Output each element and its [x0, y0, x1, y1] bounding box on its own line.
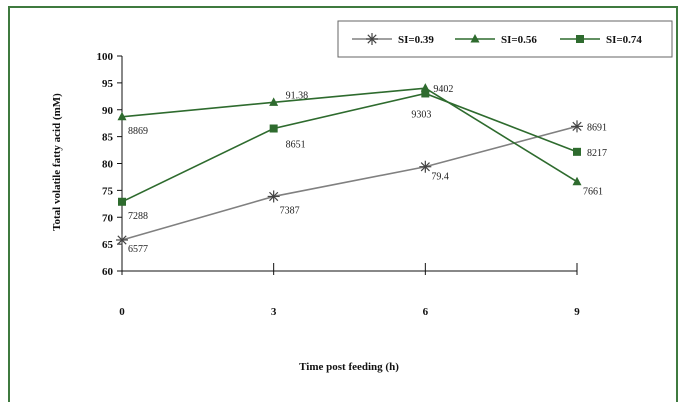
legend-item: SI=0.39: [352, 33, 434, 46]
data-label: 6577: [128, 244, 148, 255]
y-tick-label: 95: [102, 78, 114, 90]
data-point: [571, 120, 583, 133]
legend-marker-icon: [366, 33, 378, 45]
legend-marker-icon: [576, 35, 584, 43]
legend-item: SI=0.56: [455, 34, 537, 46]
legend-box: [337, 20, 673, 58]
series-line-1: [121, 125, 578, 241]
x-axis-title: Time post feeding (h): [299, 361, 399, 373]
data-label: 7288: [128, 211, 148, 222]
data-point: [421, 89, 430, 98]
data-label: 8691: [587, 122, 607, 133]
legend-label: SI=0.74: [606, 34, 642, 46]
series-line-3: [121, 92, 578, 203]
data-label: 9402: [433, 84, 453, 95]
x-tick-label: 0: [119, 306, 125, 318]
data-point: [116, 233, 128, 246]
data-label: 7387: [280, 205, 300, 216]
data-label: 8869: [128, 126, 148, 137]
series-line-2: [121, 87, 578, 183]
legend-marker-icon: [470, 34, 480, 43]
legend-label: SI=0.56: [501, 34, 537, 46]
y-axis-title: Total volatile fatty acid (mM): [51, 93, 63, 231]
y-tick-label: 85: [102, 132, 114, 144]
data-point: [269, 97, 279, 106]
data-point: [572, 176, 582, 186]
data-label: 8217: [587, 148, 607, 159]
data-point: [118, 197, 126, 206]
y-tick-label: 60: [102, 266, 114, 278]
data-point: [117, 111, 127, 121]
legend-label: SI=0.39: [398, 34, 434, 46]
legend-item: SI=0.74: [560, 34, 642, 46]
y-tick-label: 70: [102, 212, 114, 224]
x-tick-label: 6: [423, 306, 429, 318]
legend: SI=0.39 SI=0.56 SI=0.74: [337, 20, 673, 58]
data-point: [419, 160, 432, 173]
series-markers: [116, 83, 583, 246]
data-label: 7661: [583, 187, 603, 198]
axes: 60 65 70 75 80 85 90 95 100 0 3 6 9: [97, 51, 581, 318]
data-point: [267, 190, 280, 203]
x-tick-label: 9: [574, 306, 580, 318]
x-tick-label: 3: [271, 306, 277, 318]
series-lines: [121, 87, 578, 241]
data-point: [269, 124, 278, 133]
y-tick-label: 100: [97, 51, 114, 63]
data-point: [573, 147, 581, 156]
data-label: 8651: [286, 140, 306, 151]
y-tick-label: 65: [102, 239, 114, 251]
data-label: 91.38: [286, 90, 309, 101]
data-labels: 6577 7387 79.4 8691 8869 91.38 9402 7661 7288 865…: [128, 84, 607, 255]
y-tick-label: 90: [102, 105, 114, 117]
y-tick-label: 75: [102, 185, 114, 197]
data-label: 9303: [411, 109, 431, 120]
data-label: 79.4: [431, 172, 449, 183]
y-tick-label: 80: [102, 159, 114, 171]
